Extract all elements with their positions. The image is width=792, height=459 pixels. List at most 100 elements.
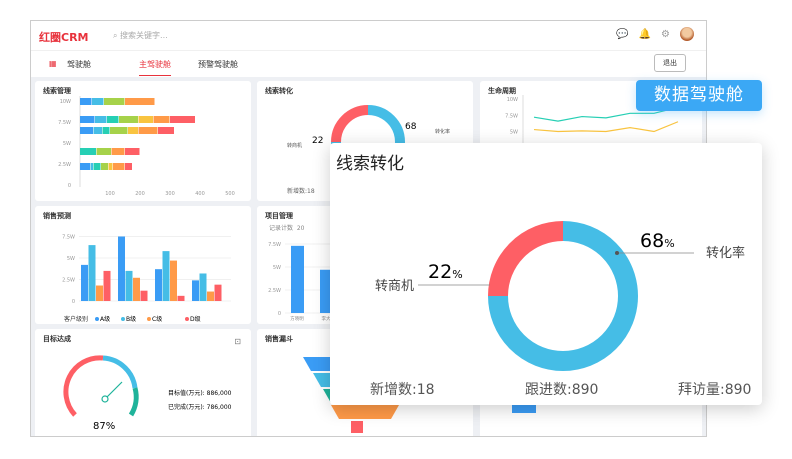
- bar-segment: [92, 98, 104, 105]
- legend-dot: [95, 317, 99, 321]
- legend-label: D级: [190, 315, 201, 323]
- biz-label: 转商机: [287, 142, 302, 149]
- bar-segment: [108, 163, 113, 170]
- x-tick: 300: [165, 191, 175, 197]
- gauge-red-arc: [63, 355, 104, 417]
- bar-segment: [80, 127, 93, 134]
- gauge-cyan-arc: [102, 355, 138, 389]
- search-input[interactable]: ⌕ 搜索关键字...: [113, 30, 168, 41]
- bar-segment: [102, 127, 110, 134]
- bar-segment: [95, 116, 107, 123]
- legend-dot: [147, 317, 151, 321]
- donut-biz-arc: [331, 105, 369, 143]
- header: 红圈CRM ⌕ 搜索关键字... 💬 🔔 ⚙: [31, 21, 706, 51]
- bar: [88, 245, 96, 301]
- gauge-hub: [101, 395, 109, 403]
- bar-segment: [119, 116, 138, 123]
- legend-label: C级: [152, 315, 162, 323]
- gauge-teal-arc: [128, 387, 139, 417]
- bar-segment: [158, 127, 174, 134]
- bar-segment: [104, 98, 125, 105]
- bar: [118, 236, 125, 301]
- legend-label: A级: [100, 315, 110, 323]
- bar-segment: [80, 116, 95, 123]
- series-line: [533, 106, 679, 122]
- sales-forecast-chart: 7.5W 5W 2.5W 0 客户级别 A级 B级 C级 D级: [62, 235, 231, 323]
- bar: [96, 285, 103, 301]
- bar-segment: [90, 163, 93, 170]
- lead-management-card: 线索管理 10W 7.5W 5W 2.5W 0 100 200 300 400 500: [35, 81, 251, 201]
- cockpit-icon: ▦: [49, 59, 57, 68]
- bar: [177, 295, 185, 301]
- bar: [162, 251, 170, 301]
- conv-pct: 68: [405, 122, 417, 132]
- biz-pct: 22: [312, 136, 323, 146]
- bar-segment: [110, 127, 128, 134]
- bar: [199, 273, 207, 301]
- y-tick: 2.5W: [58, 162, 71, 168]
- x-tick: 方晓明: [290, 315, 304, 322]
- bar: [291, 245, 304, 313]
- bar-segment: [93, 127, 102, 134]
- search-icon: ⌕: [113, 31, 121, 40]
- y-tick: 7.5W: [62, 235, 75, 241]
- card-title: 线索转化: [265, 87, 293, 95]
- y-tick: 7.5W: [58, 120, 71, 126]
- y-tick: 0: [278, 311, 281, 317]
- y-tick: 2.5W: [62, 278, 75, 284]
- done-value: 已完成(万元): 786,000: [168, 403, 232, 411]
- lifecycle-line-chart: 10W 7.5W 5W: [505, 95, 679, 201]
- gear-icon[interactable]: ⚙: [661, 28, 670, 40]
- conv-label: 转化率: [706, 245, 745, 261]
- funnel-layer: [331, 405, 399, 419]
- bar-segment: [107, 116, 119, 123]
- target-card: 目标达成 ⊡ 87% 目标值(万元): 886,000 已完成(万元): 786…: [35, 329, 251, 436]
- x-tick: 500: [225, 191, 235, 197]
- legend-dot: [185, 317, 189, 321]
- bar: [81, 264, 88, 301]
- cockpit-badge: 数据驾驶舱: [636, 80, 762, 111]
- bar-segment: [80, 98, 92, 105]
- bell-icon[interactable]: 🔔: [638, 28, 652, 40]
- gauge-needle: [105, 381, 123, 399]
- gauge-percent: 87%: [93, 421, 115, 432]
- biz-pct: 22%: [428, 261, 463, 283]
- bar: [125, 270, 133, 301]
- y-tick: 2.5W: [268, 288, 281, 294]
- chat-icon[interactable]: 💬: [616, 28, 629, 40]
- avatar[interactable]: [680, 27, 694, 41]
- bar: [140, 290, 148, 301]
- bar: [170, 260, 177, 301]
- card-title: 销售预测: [43, 212, 71, 220]
- tab-warning-cockpit[interactable]: 预警驾驶舱: [198, 60, 238, 69]
- x-tick: 100: [105, 191, 115, 197]
- bar-segment: [113, 163, 125, 170]
- y-tick: 5W: [510, 130, 518, 136]
- bar-segment: [80, 163, 90, 170]
- sales-forecast-card: 销售预测 7.5W 5W 2.5W 0 客户级别 A级 B级 C级 D级: [35, 206, 251, 324]
- y-tick: 0: [72, 299, 75, 305]
- donut-conv-arc: [488, 221, 638, 371]
- y-tick: 10W: [507, 97, 518, 103]
- chart-toggle-icon[interactable]: ⊡: [234, 337, 241, 346]
- legend-dot: [121, 317, 125, 321]
- tab-main-cockpit[interactable]: 主驾驶舱: [139, 59, 171, 76]
- bar: [214, 284, 222, 301]
- y-tick: 7.5W: [268, 242, 281, 248]
- bar-segment: [138, 116, 153, 123]
- section-label: 驾驶舱: [67, 60, 91, 69]
- bar-segment: [101, 163, 108, 170]
- bar-segment: [170, 116, 195, 123]
- y-tick: 10W: [60, 99, 71, 105]
- bar-segment: [138, 127, 158, 134]
- popup-title: 线索转化: [336, 154, 404, 174]
- legend-label: B级: [126, 315, 136, 323]
- bar: [133, 277, 140, 301]
- card-title: 目标达成: [43, 335, 71, 343]
- exit-button[interactable]: 退出: [654, 54, 686, 72]
- bar: [320, 269, 333, 313]
- lead-bar-chart: 10W 7.5W 5W 2.5W 0 100 200 300 400 500: [58, 96, 235, 197]
- card-title: 生命周期: [488, 87, 516, 95]
- bar: [192, 280, 199, 301]
- gauge: 87% 目标值(万元): 886,000 已完成(万元): 786,000: [63, 355, 232, 432]
